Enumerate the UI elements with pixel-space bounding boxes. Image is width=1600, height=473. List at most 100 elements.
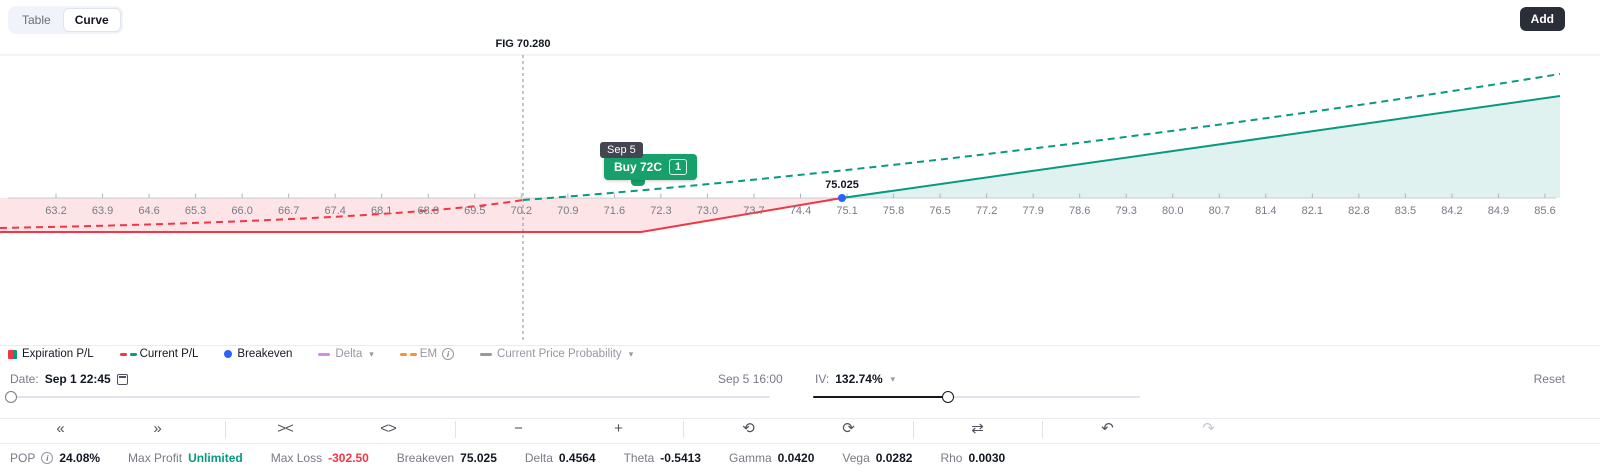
info-icon[interactable]: i [442,348,455,360]
step-time-forward-icon[interactable]: ⟳ [842,420,855,437]
x-axis-label-68.8: 68.8 [417,205,439,217]
iv-slider-handle[interactable] [942,391,954,403]
stat-value: Unlimited [188,451,243,465]
date-slider-track[interactable] [10,396,770,398]
toolbar-divider [1042,421,1043,438]
skip-to-end-icon[interactable]: » [153,420,161,437]
date-control[interactable]: Date: Sep 1 22:45 [10,372,128,386]
calendar-icon[interactable] [116,373,128,385]
x-axis-label-63.9: 63.9 [91,205,114,217]
tab-curve[interactable]: Curve [62,8,121,32]
iv-slider-fill [813,396,948,398]
delta-dash-icon [318,352,331,356]
date-label: Date: [10,372,39,386]
legend-em[interactable]: EM i [399,348,455,360]
stat-label: Max Profit [128,451,183,465]
leg-tooltip-pointer [631,179,645,186]
stat-label: Vega [842,451,870,465]
legend-current-p-l[interactable]: Current P/L [119,348,199,360]
iv-control[interactable]: IV: 132.74% ▾ [815,372,895,386]
stat-label: Gamma [728,451,772,465]
cycle-swap-icon[interactable]: ⇄ [971,420,984,437]
stat-rho: Rho 0.0030 [940,451,1005,465]
legend-expiration-p-l[interactable]: Expiration P/L [8,348,94,360]
chevron-down-icon[interactable]: ▾ [628,348,634,359]
reset-button[interactable]: Reset [1533,372,1565,386]
add-button[interactable]: Add [1519,7,1565,31]
stat-label: Delta [524,451,553,465]
toolbar-divider [455,421,456,438]
current-pl-line-negative [0,199,524,229]
chart-canvas [0,54,1600,340]
stat-label: Rho [940,451,963,465]
undo-icon[interactable]: ↶ [1101,420,1114,437]
zoom-in-icon[interactable]: + [614,420,623,437]
current-pl-line-positive [522,73,1561,201]
legend-label: Current Price Probability [497,348,622,360]
x-axis-label-70.2: 70.2 [510,205,533,217]
iv-slider-track[interactable] [813,396,1140,398]
stat-max-loss: Max Loss -302.50 [271,451,369,465]
stat-max-profit: Max Profit Unlimited [128,451,243,465]
iv-value[interactable]: 132.74% [835,372,883,386]
x-axis-label-68.1: 68.1 [371,205,393,217]
info-icon[interactable]: i [41,452,54,464]
step-time-back-icon[interactable]: ⟲ [742,420,755,437]
leg-tooltip-label: Buy 72C [614,160,663,174]
chevron-down-icon[interactable]: ▾ [369,348,374,359]
current-p-l-dash-icon [129,352,137,356]
stat-label: Max Loss [270,451,323,465]
pl-curve-chart[interactable]: FIG 70.280 63.2 63.9 64.6 65.3 66.0 66.7 67.4 6… [0,32,1600,345]
expand-horizontal-icon[interactable]: <> [380,420,397,437]
current-price-probability-dash-icon [480,352,493,356]
x-axis-label-83.5: 83.5 [1394,205,1417,217]
skip-to-start-icon[interactable]: « [56,420,64,437]
leg-tooltip[interactable]: Buy 72C 1 [604,154,698,180]
tab-table[interactable]: Table [22,13,51,27]
breakeven-value-label: 75.025 [825,179,859,191]
chevron-down-icon[interactable]: ▾ [890,373,896,384]
stat-value: -0.5413 [660,451,701,465]
x-axis-label-63.2: 63.2 [45,205,67,217]
stat-value: -302.50 [328,451,369,465]
breakeven-dot [838,194,846,202]
expiry-datetime-label: Sep 5 16:00 [718,372,783,386]
legend-label: Delta [335,348,363,360]
x-axis-label-65.3: 65.3 [184,205,207,217]
iv-label: IV: [815,372,830,386]
stat-value: 75.025 [460,451,497,465]
legend-breakeven[interactable]: Breakeven [224,348,292,360]
x-axis-label-81.4: 81.4 [1255,205,1277,217]
divider [0,418,1600,419]
legend-label: Expiration P/L [22,348,94,360]
current-price-label: FIG 70.280 [495,38,551,50]
x-axis-label-73.7: 73.7 [743,205,765,217]
stat-value: 24.08% [59,451,101,465]
x-axis-label-85.6: 85.6 [1534,205,1556,217]
x-axis-label-78.6: 78.6 [1068,205,1091,217]
stat-label: Breakeven [396,451,455,465]
x-axis-label-79.3: 79.3 [1115,205,1137,217]
breakeven-dot-icon [224,350,233,358]
stat-gamma: Gamma 0.0420 [729,451,814,465]
legend-label: Current P/L [139,348,199,360]
x-axis-label-66.7: 66.7 [277,205,300,217]
stat-vega: Vega 0.0282 [842,451,912,465]
compress-horizontal-icon[interactable]: >< [277,420,294,437]
chart-legend: Expiration P/L Current P/L Breakeven Delta ▾… [8,348,633,360]
toolbar-divider [913,421,914,438]
x-axis-label-82.8: 82.8 [1348,205,1370,217]
redo-icon: ↷ [1202,420,1215,437]
date-slider-handle[interactable] [5,391,17,403]
x-axis-label-82.1: 82.1 [1301,205,1324,217]
legend-current-price-probability[interactable]: Current Price Probability ▾ [480,348,633,360]
stat-breakeven: Breakeven 75.025 [397,451,497,465]
date-value[interactable]: Sep 1 22:45 [44,372,111,386]
em-dash-icon [409,352,417,356]
stat-label: Theta [623,451,655,465]
expiration-pl-swatch-icon [8,349,17,359]
legend-delta[interactable]: Delta ▾ [318,348,374,360]
zoom-out-icon[interactable]: − [514,420,523,437]
stat-label: POP [10,451,36,465]
